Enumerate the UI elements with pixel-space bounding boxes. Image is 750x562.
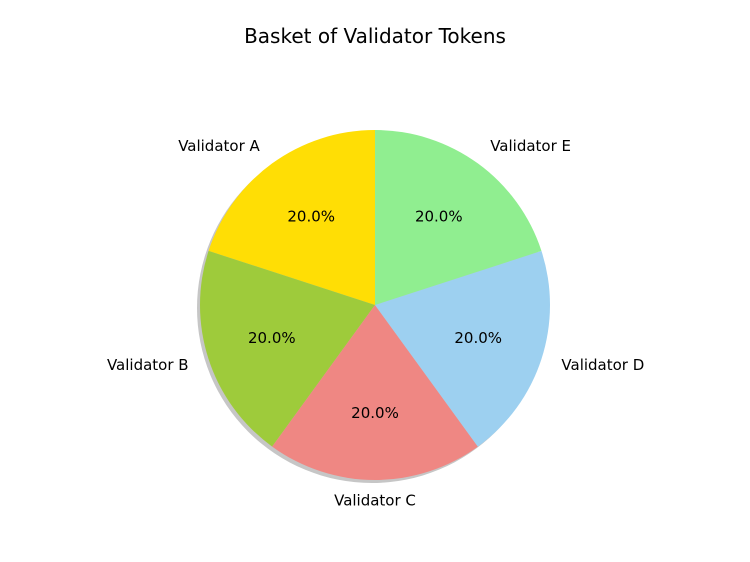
pie-chart-container: Basket of Validator Tokens 20.0%Validato… <box>0 0 750 562</box>
slice-percent-label: 20.0% <box>454 329 502 347</box>
slice-percent-label: 20.0% <box>248 329 296 347</box>
slice-label: Validator C <box>334 492 416 510</box>
slice-percent-label: 20.0% <box>415 208 463 226</box>
slice-label: Validator A <box>178 137 260 155</box>
slice-label: Validator D <box>561 356 644 374</box>
slice-percent-label: 20.0% <box>287 208 335 226</box>
pie-chart-svg: 20.0% Validator A 20.0% Validator B 20.0% Val… <box>0 0 750 562</box>
slice-label: Validator B <box>107 356 189 374</box>
slice-percent-label: 20.0% <box>351 404 399 422</box>
slice-label: Validator E <box>490 137 571 155</box>
